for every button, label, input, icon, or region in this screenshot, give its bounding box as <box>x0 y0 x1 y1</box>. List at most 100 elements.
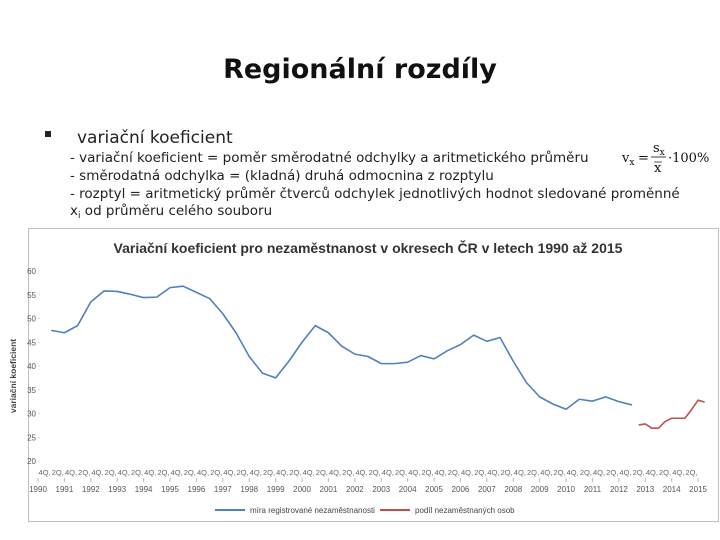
quarter-tick-label: 4Q, <box>303 468 315 477</box>
x-tick-label: 1998 <box>240 485 258 494</box>
sub-line: - rozptyl = aritmetický průměr čtverců o… <box>70 186 680 202</box>
y-tick-label: 45 <box>27 338 36 347</box>
subscript: i <box>78 211 81 221</box>
quarter-tick-label: 4Q, <box>355 468 367 477</box>
series-line <box>638 399 705 430</box>
quarter-tick-label: 2Q, <box>474 468 486 477</box>
bullet-marker <box>45 131 51 137</box>
sub-line-rest: od průměru celého souboru <box>81 203 273 219</box>
quarter-tick-label: 4Q, <box>171 468 183 477</box>
chart-frame <box>28 228 719 522</box>
quarter-tick-label: 2Q, <box>580 468 592 477</box>
quarter-tick-label: 2Q, <box>157 468 169 477</box>
quarter-tick-label: 4Q, <box>91 468 103 477</box>
x-tick-label: 2002 <box>346 485 364 494</box>
plot: 20 25 30 35 40 45 50 55 60 1990 1991 1992 1993 1994 19… <box>27 267 707 515</box>
y-tick-label: 20 <box>27 457 36 466</box>
x-tick-label: 2015 <box>689 485 707 494</box>
sub-line: xi od průměru celého souboru <box>70 203 272 221</box>
quarter-tick-label: 4Q, <box>223 468 235 477</box>
quarter-tick-label: 2Q, <box>342 468 354 477</box>
quarter-tick-label: 4Q, <box>487 468 499 477</box>
x-tick-label: 1992 <box>82 485 100 494</box>
quarter-tick-label: 2Q, <box>395 468 407 477</box>
formula-den: x <box>654 161 662 176</box>
formula-sub: x <box>629 158 634 168</box>
quarter-tick-label: 4Q, <box>39 468 51 477</box>
quarter-tick-label: 2Q, <box>421 468 433 477</box>
x-tick-label: 2010 <box>557 485 575 494</box>
quarter-tick-label: 2Q, <box>553 468 565 477</box>
quarter-tick-label: 4Q, <box>672 468 684 477</box>
sub-line: - variační koeficient = poměr směrodatné… <box>70 150 589 166</box>
quarter-tick-label: 4Q, <box>567 468 579 477</box>
x-tick-label: 1994 <box>135 485 153 494</box>
quarter-tick-label: 4Q, <box>197 468 209 477</box>
x-tick-label: 2011 <box>584 485 602 494</box>
y-tick-label: 50 <box>27 315 36 324</box>
quarter-tick-label: 4Q, <box>646 468 658 477</box>
quarter-tick-label: 4Q, <box>619 468 631 477</box>
quarter-tick-label: 2Q, <box>105 468 117 477</box>
x-tick-label: 2014 <box>663 485 681 494</box>
legend-label: míra registrované nezaměstnanosti <box>250 506 375 515</box>
quarter-tick-label: 2Q, <box>289 468 301 477</box>
x-tick-label: 2000 <box>293 485 311 494</box>
x-tick-label: 1990 <box>29 485 47 494</box>
legend-label: podíl nezaměstnaných osob <box>415 506 515 515</box>
quarter-tick-label: 2Q, <box>369 468 381 477</box>
formula-v: v <box>621 151 630 166</box>
quarter-tick-label: 2Q, <box>633 468 645 477</box>
quarter-tick-label: 4Q, <box>250 468 262 477</box>
x-tick-label: 2006 <box>452 485 470 494</box>
formula-s: s <box>653 141 660 156</box>
y-tick-label: 55 <box>27 291 36 300</box>
x-tick-label: 1991 <box>56 485 74 494</box>
quarter-tick-label: 2Q, <box>131 468 143 477</box>
quarter-tick-label: 4Q, <box>144 468 156 477</box>
quarter-tick-label: 4Q, <box>461 468 473 477</box>
variable: x <box>70 203 78 219</box>
quarter-tick-label: 2Q, <box>527 468 539 477</box>
x-tick-label: 2008 <box>504 485 522 494</box>
x-tick-label: 1995 <box>161 485 179 494</box>
quarter-tick-label: 2Q, <box>237 468 249 477</box>
formula: vx = sx x ·100% <box>621 141 709 176</box>
quarter-tick-label: 2Q, <box>210 468 222 477</box>
quarter-tick-label: 2Q, <box>448 468 460 477</box>
quarter-tick-label: 2Q, <box>685 468 697 477</box>
formula-lhs: vx <box>621 151 634 168</box>
chart-title: Variační koeficient pro nezaměstnanost v… <box>114 239 623 256</box>
quarter-tick-label: 2Q, <box>184 468 196 477</box>
x-tick-label: 2004 <box>399 485 417 494</box>
bullet-text: variační koeficient <box>77 128 233 148</box>
y-tick-label: 40 <box>27 362 36 371</box>
y-tick-label: 30 <box>27 410 36 419</box>
x-tick-label: 1996 <box>188 485 206 494</box>
formula-num: sx <box>653 141 665 158</box>
slide-title: Regionální rozdíly <box>223 54 497 85</box>
formula-eq: = <box>638 151 649 166</box>
y-tick-label: 25 <box>27 433 36 442</box>
x-tick-label: 2013 <box>636 485 654 494</box>
quarter-tick-label: 2Q, <box>316 468 328 477</box>
quarter-tick-label: 2Q, <box>606 468 618 477</box>
quarter-tick-label: 2Q, <box>501 468 513 477</box>
formula-sub: x <box>660 148 665 158</box>
x-tick-label: 2009 <box>531 485 549 494</box>
sub-line: - směrodatná odchylka = (kladná) druhá o… <box>70 168 494 184</box>
x-tick-label: 1997 <box>214 485 232 494</box>
quarter-tick-label: 4Q, <box>408 468 420 477</box>
quarter-tick-label: 2Q, <box>78 468 90 477</box>
quarter-tick-label: 2Q, <box>52 468 64 477</box>
y-axis-label: variační koeficient <box>8 339 18 413</box>
quarter-tick-label: 4Q, <box>118 468 130 477</box>
quarter-tick-label: 4Q, <box>593 468 605 477</box>
formula-rhs: ·100% <box>668 151 709 166</box>
quarter-tick-label: 4Q, <box>435 468 447 477</box>
quarter-tick-label: 4Q, <box>329 468 341 477</box>
x-tick-label: 2007 <box>478 485 496 494</box>
x-tick-label: 2003 <box>372 485 390 494</box>
